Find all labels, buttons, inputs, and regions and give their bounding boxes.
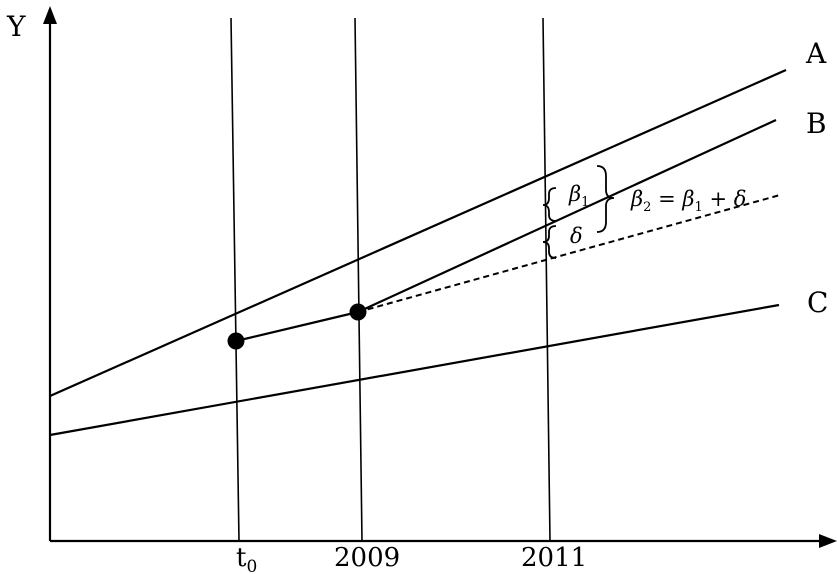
year-2011-vertical-line bbox=[542, 17, 551, 542]
beta1-label: β1 bbox=[568, 182, 589, 210]
beta1b-symbol: β bbox=[681, 187, 694, 211]
point-t0 bbox=[227, 332, 245, 350]
line-b-after-2009 bbox=[357, 119, 777, 313]
y-axis-label: Y bbox=[6, 10, 26, 43]
beta1b-subscript: 1 bbox=[695, 200, 703, 215]
trend-lines bbox=[49, 68, 787, 437]
beta2-equation: β2 = β1 + δ bbox=[630, 187, 746, 215]
line-b-segment-t0-2009 bbox=[235, 310, 359, 343]
tick-t0-main: t bbox=[236, 543, 247, 573]
line-b-dashed-extension bbox=[357, 194, 781, 313]
line-c bbox=[49, 303, 780, 437]
label-b: B bbox=[806, 107, 827, 140]
brace-annotations: β1 δ β2 = β1 + δ bbox=[568, 182, 746, 248]
x-axis-arrowhead bbox=[819, 534, 837, 548]
time-lines bbox=[230, 17, 551, 542]
brace-beta1 bbox=[542, 187, 557, 222]
tick-t0-subscript: 0 bbox=[246, 557, 257, 574]
tick-2011: 2011 bbox=[521, 543, 587, 573]
beta1-subscript: 1 bbox=[581, 195, 589, 210]
point-2009 bbox=[349, 303, 367, 321]
label-c: C bbox=[807, 286, 828, 319]
delta2-symbol: δ bbox=[734, 187, 747, 211]
equation-plus: + bbox=[703, 187, 734, 211]
line-a bbox=[49, 68, 787, 398]
equation-equals: = bbox=[651, 187, 682, 211]
brace-beta2 bbox=[596, 165, 615, 233]
t0-vertical-line bbox=[230, 17, 240, 542]
label-a: A bbox=[805, 37, 827, 70]
braces bbox=[542, 165, 615, 259]
tick-t0: t0 bbox=[236, 543, 257, 574]
break-points bbox=[227, 303, 367, 350]
year-2009-vertical-line bbox=[354, 17, 363, 542]
axes: Y bbox=[6, 6, 837, 548]
beta2-subscript: 2 bbox=[643, 200, 651, 215]
line-labels: A B C bbox=[805, 37, 828, 319]
delta-label: δ bbox=[570, 224, 583, 248]
tick-2009: 2009 bbox=[334, 543, 400, 573]
beta1-symbol: β bbox=[568, 182, 581, 206]
x-tick-labels: t0 2009 2011 bbox=[236, 543, 587, 574]
y-axis-arrowhead bbox=[43, 6, 57, 24]
brace-delta bbox=[542, 225, 557, 259]
beta2-symbol: β bbox=[630, 187, 643, 211]
